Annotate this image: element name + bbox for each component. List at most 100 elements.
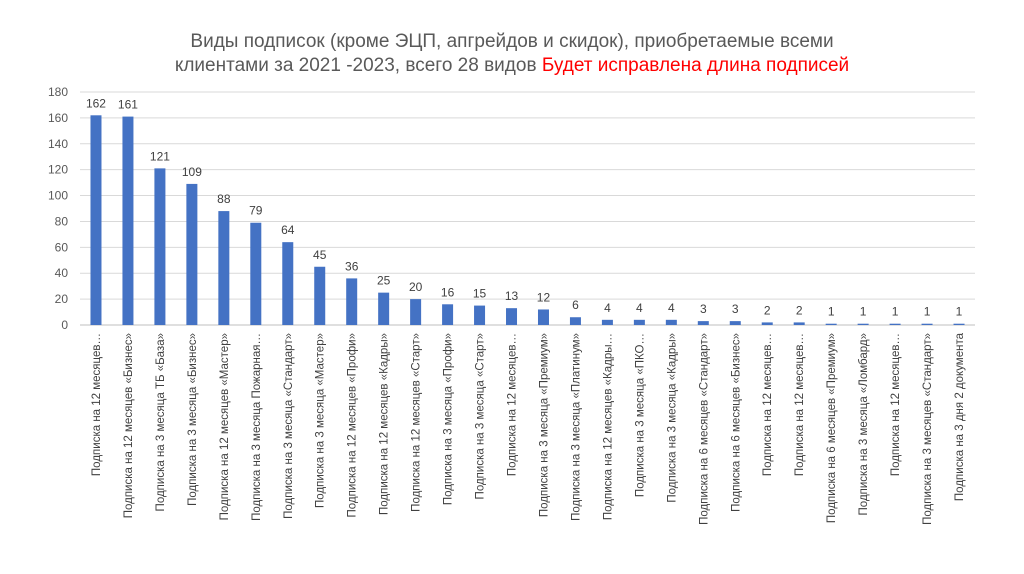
category-label: Подписка на 6 месяцев «Премиум» [826,333,838,523]
category-label: Подписка на 3 месяца «Ломбард» [858,333,870,515]
data-label: 4 [636,301,643,315]
data-label: 1 [860,305,867,319]
category-label: Подписка на 3 месяца ТБ «База» [155,333,167,511]
data-label: 88 [217,192,231,206]
chart-title: Виды подписок (кроме ЭЦП, апгрейдов и ск… [0,30,1024,78]
bar [761,322,773,325]
bar [90,115,102,325]
data-label: 1 [828,305,835,319]
category-label: Подписка на 12 месяцев «Мастер» [219,333,231,520]
bar [537,309,549,325]
y-tick-label: 100 [48,189,68,203]
bar [474,305,486,325]
data-label: 4 [668,301,675,315]
bar [154,168,166,325]
chart-title-highlight: Будет исправлена длина подписей [541,55,850,76]
y-tick-label: 60 [55,240,69,254]
category-label: Подписка на 3 месяцев «Стандарт» [922,333,934,525]
category-label: Подписка на 3 месяца «Стандарт» [283,333,295,519]
bar [314,266,326,325]
data-label: 1 [956,305,963,319]
bar [282,242,294,325]
bar [665,319,677,325]
data-label: 20 [409,280,423,294]
category-label: Подписка на 3 месяца Пожарная… [251,333,263,521]
data-label: 2 [764,303,771,317]
data-label: 1 [924,305,931,319]
bar [122,116,134,325]
bar [506,308,518,325]
data-label: 161 [118,98,138,112]
bar [601,319,613,325]
category-label: Подписка на 3 месяца «Профи» [443,333,455,505]
category-label: Подписка на 12 месяцев… [762,333,774,476]
category-label: Подписка на 3 дня 2 документа [954,332,966,501]
bar [250,222,262,325]
category-label: Подписка на 12 месяцев «Старт» [411,333,423,512]
bar [442,304,454,325]
bar [825,323,837,325]
category-label: Подписка на 12 месяцев… [507,333,519,476]
data-label: 162 [86,96,106,110]
y-tick-label: 80 [55,214,69,228]
bar [857,323,869,325]
category-label: Подписка на 3 месяца «Кадры» [666,333,678,503]
bars [90,115,965,325]
bar [378,292,390,325]
bar [953,323,965,325]
data-label: 12 [537,290,551,304]
data-label: 64 [281,223,295,237]
bar [729,321,741,325]
x-axis-category-labels: Подписка на 12 месяцев… Подписка на 12 ме… [91,332,966,524]
y-tick-label: 180 [48,85,68,99]
category-label: Подписка на 12 месяцев «Бизнес» [123,333,135,518]
y-tick-label: 160 [48,111,68,125]
data-label: 2 [796,303,803,317]
bar [569,317,581,325]
data-label: 45 [313,248,327,262]
bar [346,278,358,325]
category-label: Подписка на 12 месяцев «Кадры… [602,333,614,520]
bar [633,319,645,325]
category-label: Подписка на 3 месяца «Мастер» [315,333,327,508]
y-tick-label: 20 [55,292,69,306]
data-label: 15 [473,287,487,301]
y-tick-label: 0 [61,318,68,332]
bar [889,323,901,325]
category-label: Подписка на 3 месяца «ПКО… [634,333,646,497]
category-label: Подписка на 3 месяца «Бизнес» [187,333,199,506]
gridlines [80,91,975,326]
category-label: Подписка на 3 месяца «Старт» [475,333,487,499]
chart-title-line2: клиентами за 2021 -2023, всего 28 видов … [0,54,1024,78]
bar [921,323,933,325]
data-label: 4 [604,301,611,315]
data-label: 109 [182,165,202,179]
data-label: 25 [377,274,391,288]
bar [186,183,198,325]
data-label: 121 [150,149,170,163]
bar [793,322,805,325]
bar [697,321,709,325]
chart-title-line1: Виды подписок (кроме ЭЦП, апгрейдов и ск… [190,31,834,52]
bar [218,211,230,325]
data-label: 13 [505,289,519,303]
data-label: 3 [732,302,739,316]
category-label: Подписка на 3 месяца «Премиум» [538,333,550,517]
category-label: Подписка на 12 месяцев… [890,333,902,476]
y-tick-label: 120 [48,163,68,177]
data-label: 1 [892,305,899,319]
y-tick-label: 40 [55,266,69,280]
data-label: 16 [441,285,455,299]
category-label: Подписка на 6 месяцев «Бизнес» [730,333,742,512]
chart-title-line2-text: клиентами за 2021 -2023, всего 28 видов [174,55,537,76]
category-label: Подписка на 6 месяцев «Стандарт» [698,333,710,525]
data-label: 79 [249,204,263,218]
category-label: Подписка на 12 месяцев… [91,333,103,476]
data-label: 36 [345,259,359,273]
bar [410,299,422,325]
data-label: 6 [572,298,579,312]
category-label: Подписка на 12 месяцев… [794,333,806,476]
category-label: Подписка на 12 месяцев «Кадры» [379,333,391,515]
category-label: Подписка на 3 месяца «Платинум» [570,333,582,521]
